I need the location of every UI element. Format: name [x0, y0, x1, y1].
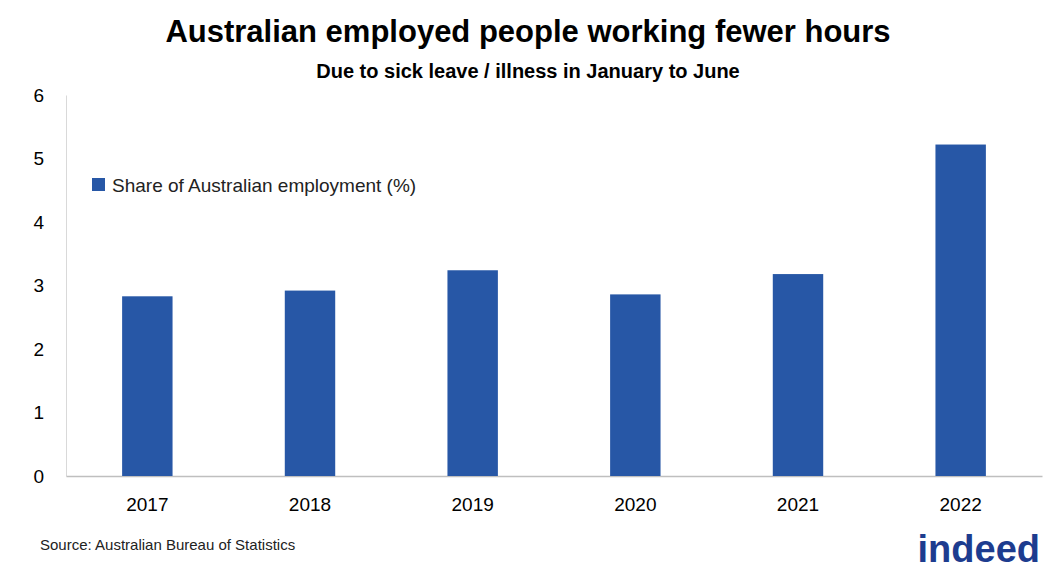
y-tick: 4	[33, 212, 66, 233]
y-tick: 0	[33, 466, 66, 487]
x-tick-label: 2021	[777, 494, 819, 515]
y-tick-label: 0	[33, 466, 44, 487]
x-tick: 2020	[614, 476, 656, 515]
x-tick-label: 2019	[452, 494, 494, 515]
y-axis: 0 1 2 3 4 5 6	[33, 85, 66, 487]
x-tick: 2022	[940, 476, 982, 515]
x-tick: 2017	[126, 476, 168, 515]
y-tick-label: 4	[33, 212, 44, 233]
bar	[773, 274, 823, 476]
y-axis-line	[66, 96, 67, 477]
y-tick: 5	[33, 148, 66, 169]
x-tick-label: 2017	[126, 494, 168, 515]
chart: Australian employed people working fewer…	[0, 0, 1056, 576]
legend-label: Share of Australian employment (%)	[112, 175, 416, 196]
bar	[935, 145, 985, 476]
bar	[122, 296, 172, 476]
title: Australian employed people working fewer…	[165, 14, 890, 49]
y-tick-label: 1	[33, 402, 44, 423]
y-tick: 3	[33, 275, 66, 296]
x-tick: 2018	[289, 476, 331, 515]
source: Source: Australian Bureau of Statistics	[40, 536, 295, 553]
y-tick-label: 6	[33, 85, 44, 106]
x-axis-line	[67, 476, 1043, 478]
legend-item: Share of Australian employment (%)	[92, 175, 416, 196]
plot: 0 1 2 3 4 5 6 2017 2018 2019 2020 2021 2022	[33, 85, 1042, 516]
legend: Share of Australian employment (%)	[92, 175, 416, 196]
logo: indeed	[918, 528, 1040, 570]
y-tick-label: 3	[33, 275, 44, 296]
x-tick-label: 2022	[940, 494, 982, 515]
x-tick: 2019	[452, 476, 494, 515]
y-tick-label: 5	[33, 148, 44, 169]
x-tick-label: 2020	[614, 494, 656, 515]
y-tick: 2	[33, 339, 66, 360]
y-tick: 6	[33, 85, 66, 106]
y-tick: 1	[33, 402, 66, 423]
bar	[447, 270, 497, 476]
bar	[285, 291, 335, 476]
x-tick: 2021	[777, 476, 819, 515]
x-axis: 2017 2018 2019 2020 2021 2022	[67, 476, 1043, 515]
subtitle: Due to sick leave / illness in January t…	[316, 60, 740, 82]
x-tick-label: 2018	[289, 494, 331, 515]
bar	[610, 294, 660, 476]
y-tick-label: 2	[33, 339, 44, 360]
legend-swatch	[92, 178, 105, 191]
